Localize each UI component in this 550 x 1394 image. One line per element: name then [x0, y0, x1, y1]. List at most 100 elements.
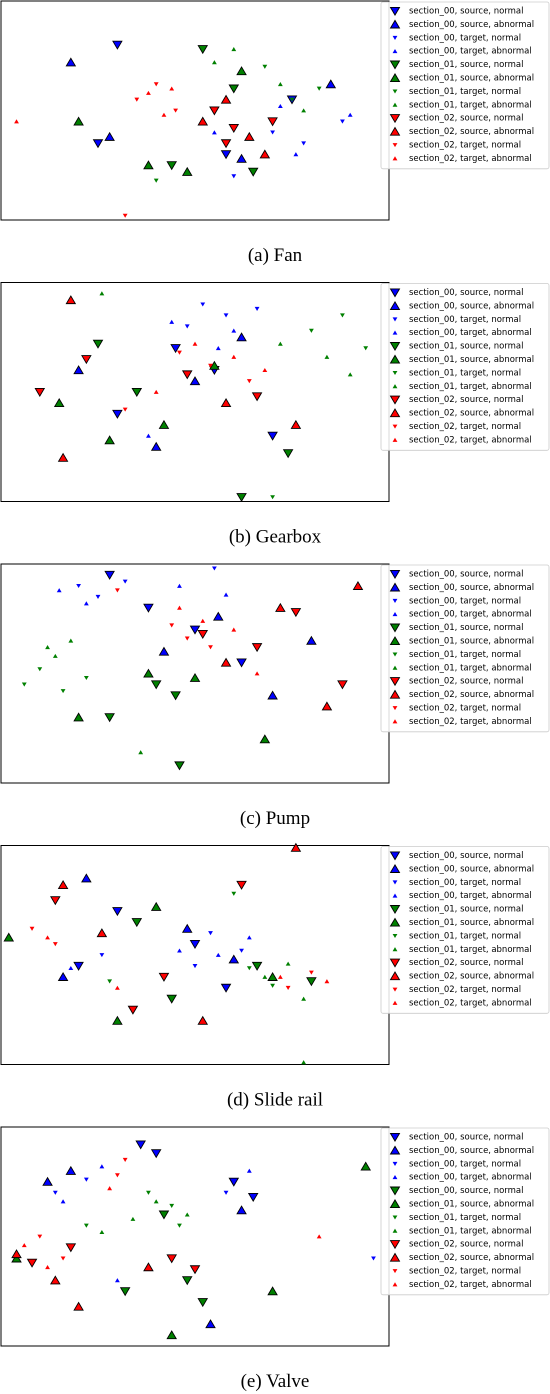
legend-label: section_01, source, abnormal: [409, 918, 534, 928]
legend-label: section_01, target, abnormal: [409, 945, 532, 955]
point: [212, 130, 217, 135]
point: [236, 493, 247, 503]
point: [158, 972, 170, 982]
point: [181, 166, 193, 176]
point: [324, 979, 330, 984]
point: [107, 1186, 113, 1191]
legend-label: section_02, source, abnormal: [409, 127, 534, 137]
point: [119, 1287, 131, 1297]
point: [104, 131, 115, 141]
point: [73, 712, 84, 722]
point: [153, 389, 159, 394]
legend-label: section_02, target, abnormal: [409, 717, 532, 727]
legend-marker: [392, 880, 398, 885]
legend-marker: [389, 851, 401, 861]
point: [177, 948, 182, 953]
point: [181, 923, 193, 933]
legend-marker: [392, 665, 398, 670]
legend-label: section_00, source, normal: [409, 570, 524, 580]
point: [37, 1234, 43, 1239]
point: [52, 653, 58, 658]
point: [115, 1278, 120, 1283]
legend-label: section_00, target, abnormal: [409, 328, 532, 338]
point: [247, 167, 259, 177]
plot-frame: [0, 0, 390, 221]
legend-marker: [392, 893, 398, 898]
legend-box: [380, 283, 550, 451]
legend-label: section_02, source, abnormal: [409, 690, 534, 700]
point: [277, 103, 283, 109]
point: [169, 623, 175, 628]
point: [65, 295, 77, 305]
legend-label: section_00, target, abnormal: [409, 47, 532, 57]
point: [184, 324, 190, 329]
point: [146, 1190, 151, 1195]
point: [220, 150, 232, 160]
point: [112, 40, 123, 50]
legend-marker: [392, 947, 398, 952]
legend-marker: [392, 424, 398, 429]
legend-marker: [392, 1215, 398, 1220]
legend-label: section_02, target, normal: [409, 1267, 521, 1277]
point: [228, 954, 240, 964]
legend-label: section_01, target, normal: [409, 368, 521, 378]
point: [277, 341, 283, 346]
point: [122, 213, 128, 218]
point: [99, 1229, 105, 1235]
point: [228, 1177, 240, 1187]
point: [177, 1223, 182, 1228]
point: [104, 570, 115, 580]
legend-label: section_02, target, abnormal: [409, 998, 532, 1008]
point: [184, 1212, 190, 1217]
point: [131, 387, 143, 397]
point: [153, 82, 159, 87]
point: [104, 713, 115, 723]
legend-marker: [389, 1132, 401, 1142]
legend-label: section_02, source, normal: [409, 677, 524, 687]
legend-label: section_01, source, normal: [409, 905, 524, 915]
point: [177, 350, 182, 355]
point: [21, 1243, 27, 1248]
point: [251, 961, 263, 971]
legend-label: section_02, target, normal: [409, 985, 521, 995]
legend-marker: [389, 1145, 401, 1155]
legend-marker: [389, 582, 401, 592]
point: [282, 449, 294, 459]
point: [306, 635, 317, 645]
legend-marker: [392, 933, 398, 939]
point: [95, 594, 101, 600]
point: [115, 588, 120, 593]
point: [189, 672, 201, 682]
point: [340, 119, 345, 124]
point: [189, 376, 201, 386]
point: [321, 701, 333, 711]
point: [158, 1210, 170, 1220]
point: [209, 360, 220, 370]
panel: section_00, source, normal section_00, so…: [0, 563, 550, 829]
plot-frame: [0, 1126, 390, 1347]
legend-label: section_02, source, normal: [409, 1240, 524, 1250]
legend-label: section_01, source, normal: [409, 342, 524, 352]
point: [212, 60, 217, 65]
point: [11, 1253, 22, 1263]
point: [37, 667, 43, 672]
point: [158, 419, 170, 429]
panel: section_00, source, normal section_00, so…: [0, 0, 550, 266]
point: [301, 1060, 307, 1065]
point: [50, 896, 61, 906]
point: [228, 123, 240, 133]
point: [270, 983, 275, 988]
point: [73, 961, 84, 971]
point: [290, 419, 302, 429]
point: [174, 761, 185, 771]
panel: section_00, source, normal section_00, so…: [0, 1126, 550, 1392]
point: [220, 139, 232, 149]
legend-marker: [392, 49, 398, 54]
legend-marker: [392, 35, 398, 40]
point: [131, 918, 143, 928]
point: [215, 952, 221, 957]
legend-marker: [392, 143, 398, 148]
legend-marker: [389, 6, 401, 16]
legend-label: section_02, source, abnormal: [409, 1253, 534, 1263]
legend-marker: [392, 1161, 398, 1166]
